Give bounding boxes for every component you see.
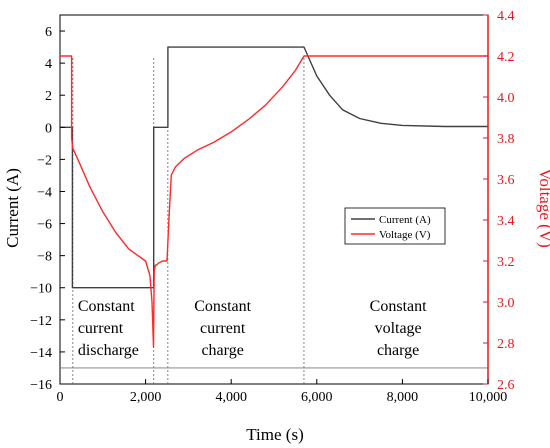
- legend-label: Current (A): [379, 214, 431, 226]
- y-right-tick-label: 4.4: [497, 9, 515, 24]
- legend: Current (A) Voltage (V): [344, 207, 446, 245]
- y-left-tick-label: −10: [30, 282, 52, 297]
- y-left-axis-title: Current (A): [3, 168, 22, 248]
- y-left-tick-label: 6: [45, 25, 52, 40]
- current-series-line: [60, 46, 488, 289]
- plot-area: [59, 14, 489, 385]
- y-right-tick-label: 3.8: [497, 132, 515, 147]
- y-right-tick-label: 3.2: [497, 255, 515, 270]
- voltage-series-line: [60, 55, 488, 348]
- y-left-tick-label: 0: [45, 121, 52, 136]
- y-right-tick-label: 4.0: [497, 91, 515, 106]
- region-annotation-line: discharge: [78, 342, 139, 359]
- region-annotation-line: Constant: [194, 298, 251, 315]
- legend-label: Voltage (V): [379, 229, 431, 241]
- x-tick-label: 6,000: [301, 390, 333, 405]
- y-right-axis-title: Voltage (V): [536, 168, 550, 247]
- y-right-tick-label: 2.8: [497, 337, 515, 352]
- y-right-tick-label: 4.2: [497, 50, 515, 65]
- x-tick-label: 10,000: [469, 390, 508, 405]
- region-annotation-line: current: [200, 320, 246, 337]
- x-tick-label: 0: [57, 390, 64, 405]
- axes: 0 2,000 4,000 6,000 8,000 10,000 6 4 2 0 −2 −4 −6 −8 −…: [30, 9, 514, 405]
- y-left-tick-label: −8: [37, 250, 52, 265]
- x-tick-label: 4,000: [215, 390, 247, 405]
- y-left-tick-label: −4: [37, 185, 52, 200]
- x-tick-label: 8,000: [387, 390, 419, 405]
- legend-box: [344, 207, 446, 245]
- y-left-tick-label: 2: [45, 89, 52, 104]
- y-right-tick-label: 3.6: [497, 173, 515, 188]
- region-annotation-line: Constant: [370, 298, 427, 315]
- y-left-tick-label: 4: [45, 57, 52, 72]
- x-tick-label: 2,000: [130, 390, 162, 405]
- region-annotation-line: voltage: [375, 320, 422, 337]
- y-left-tick-label: −14: [30, 346, 52, 361]
- x-axis-title: Time (s): [246, 425, 303, 444]
- y-right-tick-label: 2.6: [497, 378, 515, 393]
- region-annotation-line: current: [78, 320, 124, 337]
- region-annotations: Constant current discharge Constant current c…: [78, 298, 427, 359]
- plot-frame: [59, 14, 489, 385]
- y-right-tick-label: 3.0: [497, 296, 515, 311]
- region-annotation-line: charge: [201, 342, 243, 359]
- region-annotation-line: Constant: [78, 298, 135, 315]
- y-left-tick-label: −6: [37, 218, 52, 233]
- y-left-tick-label: −16: [30, 378, 52, 393]
- series-lines: [60, 46, 488, 348]
- y-right-tick-label: 3.4: [497, 214, 515, 229]
- y-left-tick-label: −2: [37, 153, 52, 168]
- y-left-tick-label: −12: [30, 314, 52, 329]
- region-annotation-line: charge: [377, 342, 419, 359]
